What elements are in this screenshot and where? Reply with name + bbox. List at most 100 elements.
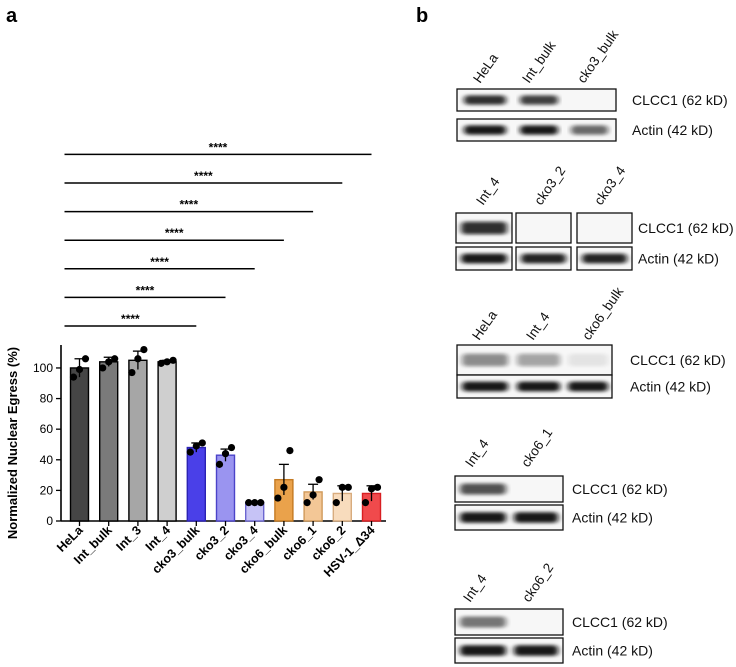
- band-label: CLCC1 (62 kD): [572, 481, 668, 497]
- data-point: [134, 355, 142, 363]
- y-tick-label: 80: [40, 392, 54, 406]
- protein-band: [464, 95, 506, 105]
- data-point: [361, 499, 370, 507]
- blot-frame: [515, 212, 572, 244]
- panel-label-b: b: [416, 5, 428, 27]
- data-point: [81, 355, 90, 363]
- data-point: [303, 499, 311, 507]
- significance-label: ****: [136, 283, 155, 297]
- band-label: CLCC1 (62 kD): [638, 220, 734, 236]
- data-point: [192, 442, 200, 450]
- band-label: Actin (42 kD): [630, 379, 711, 395]
- protein-band: [520, 95, 558, 105]
- protein-band: [571, 125, 608, 135]
- western-blot-panels: HeLa Int_bulk cko3_bulk CLCC1 (62 kD) Actin …: [454, 27, 734, 664]
- blot-panel-2: Int_4 cko3_2 cko3_4 CLCC1 (62 kD) Actin (42 …: [455, 163, 734, 271]
- y-tick-label: 20: [40, 483, 54, 497]
- protein-band: [460, 645, 506, 656]
- data-point: [105, 358, 113, 366]
- data-point: [315, 476, 323, 484]
- protein-band: [568, 353, 608, 367]
- band-label: Actin (42 kD): [572, 510, 653, 526]
- blot-frame: [576, 212, 633, 244]
- data-point: [367, 485, 376, 493]
- data-point: [280, 483, 288, 491]
- significance-label: ****: [194, 169, 213, 183]
- bar-chart: 0 20 40 60 80 100 Normalized Nuclear Egress (%…: [5, 140, 386, 580]
- data-point: [157, 359, 165, 367]
- significance-label: ****: [179, 198, 198, 212]
- lane-label: cko3_bulk: [574, 27, 621, 86]
- lane-label: HeLa: [469, 307, 500, 342]
- bar-Int_4: [157, 361, 177, 522]
- lane-label: cko6_2: [519, 560, 556, 604]
- protein-band: [517, 353, 560, 367]
- lane-label: Int_4: [473, 174, 503, 208]
- data-point: [186, 448, 194, 456]
- data-point: [140, 345, 148, 354]
- significance-label: ****: [209, 140, 228, 154]
- significance-label: ****: [150, 255, 169, 269]
- band-label: CLCC1 (62 kD): [632, 92, 728, 108]
- lane-label: cko6_1: [518, 425, 555, 469]
- band-label: CLCC1 (62 kD): [572, 614, 668, 630]
- data-point: [169, 356, 177, 364]
- data-point: [99, 364, 107, 372]
- panel-label-a: a: [6, 5, 18, 27]
- protein-band: [520, 125, 558, 135]
- significance-label: ****: [121, 312, 140, 326]
- data-point: [373, 483, 382, 491]
- protein-band: [568, 381, 608, 392]
- protein-band: [460, 616, 506, 628]
- bar-Int_3: [128, 359, 148, 522]
- data-point: [198, 439, 206, 447]
- significance-label: ****: [165, 226, 184, 240]
- lane-label: cko6_bulk: [579, 284, 626, 343]
- data-point: [111, 355, 119, 363]
- protein-band: [461, 253, 507, 264]
- protein-band: [461, 221, 507, 235]
- protein-band: [460, 512, 506, 523]
- band-label: Actin (42 kD): [638, 251, 719, 267]
- data-point: [75, 365, 84, 374]
- bar-cko3_bulk: [186, 446, 207, 522]
- data-point: [128, 368, 136, 377]
- y-tick-label: 60: [40, 422, 54, 436]
- lane-label: Int_4: [462, 436, 492, 470]
- data-point: [338, 483, 346, 491]
- data-point: [309, 491, 317, 499]
- protein-band: [462, 381, 508, 392]
- data-point: [286, 447, 294, 455]
- band-label: CLCC1 (62 kD): [630, 352, 726, 368]
- protein-band: [514, 512, 558, 523]
- data-point: [257, 499, 265, 507]
- protein-band: [582, 253, 627, 264]
- y-axis-label: Normalized Nuclear Egress (%): [5, 347, 20, 539]
- data-point: [332, 499, 340, 507]
- protein-band: [460, 483, 506, 495]
- protein-band: [514, 645, 558, 656]
- blot-panel-5: Int_4 cko6_2 CLCC1 (62 kD) Actin (42 kD): [454, 560, 668, 664]
- data-point: [163, 358, 171, 366]
- band-label: Actin (42 kD): [572, 643, 653, 659]
- lane-label: cko3_4: [591, 163, 629, 208]
- lane-label: Int_4: [523, 309, 553, 343]
- blot-panel-1: HeLa Int_bulk cko3_bulk CLCC1 (62 kD) Actin …: [456, 27, 728, 142]
- y-tick-label: 40: [40, 453, 54, 467]
- data-point: [344, 483, 352, 491]
- lane-label: Int_bulk: [519, 38, 559, 86]
- protein-band: [521, 253, 566, 264]
- protein-band: [517, 381, 560, 392]
- protein-band: [462, 353, 508, 367]
- protein-band: [464, 125, 506, 135]
- blot-panel-4: Int_4 cko6_1 CLCC1 (62 kD) Actin (42 kD): [454, 425, 668, 531]
- lane-label: cko3_2: [531, 163, 568, 207]
- x-tick-label: Int_3: [113, 523, 144, 554]
- data-point: [251, 499, 259, 507]
- y-tick-label: 0: [46, 514, 53, 528]
- data-point: [245, 499, 253, 507]
- band-label: Actin (42 kD): [632, 122, 713, 138]
- bar-HeLa: [69, 367, 90, 522]
